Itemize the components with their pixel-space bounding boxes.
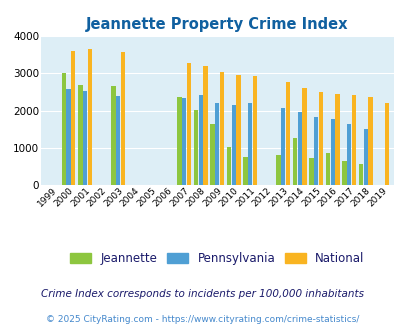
Bar — [66, 89, 71, 185]
Bar — [219, 72, 224, 185]
Bar — [318, 92, 322, 185]
Bar — [384, 104, 388, 185]
Bar — [247, 103, 252, 185]
Bar — [83, 91, 87, 185]
Bar — [309, 158, 313, 185]
Legend: Jeannette, Pennsylvania, National: Jeannette, Pennsylvania, National — [65, 247, 369, 270]
Bar — [358, 164, 362, 185]
Text: © 2025 CityRating.com - https://www.cityrating.com/crime-statistics/: © 2025 CityRating.com - https://www.city… — [46, 315, 359, 324]
Bar — [71, 51, 75, 185]
Bar — [111, 86, 115, 185]
Bar — [181, 98, 186, 185]
Bar — [62, 74, 66, 185]
Bar — [202, 66, 207, 185]
Bar — [325, 152, 330, 185]
Bar — [226, 147, 231, 185]
Bar — [87, 49, 92, 185]
Bar — [236, 75, 240, 185]
Title: Jeannette Property Crime Index: Jeannette Property Crime Index — [86, 17, 347, 32]
Bar — [215, 103, 219, 185]
Bar — [297, 113, 301, 185]
Bar — [335, 94, 339, 185]
Bar — [330, 119, 334, 185]
Bar — [367, 97, 372, 185]
Bar — [276, 155, 280, 185]
Bar — [120, 52, 125, 185]
Bar — [346, 124, 351, 185]
Bar — [285, 82, 289, 185]
Bar — [231, 105, 235, 185]
Bar — [198, 95, 202, 185]
Text: Crime Index corresponds to incidents per 100,000 inhabitants: Crime Index corresponds to incidents per… — [41, 289, 364, 299]
Bar — [78, 84, 83, 185]
Bar — [292, 138, 296, 185]
Bar — [116, 96, 120, 185]
Bar — [280, 108, 285, 185]
Bar — [243, 157, 247, 185]
Bar — [177, 97, 181, 185]
Bar — [313, 117, 318, 185]
Bar — [252, 77, 256, 185]
Bar — [351, 95, 355, 185]
Bar — [341, 161, 346, 185]
Bar — [210, 124, 214, 185]
Bar — [186, 63, 190, 185]
Bar — [301, 88, 306, 185]
Bar — [194, 110, 198, 185]
Bar — [362, 129, 367, 185]
